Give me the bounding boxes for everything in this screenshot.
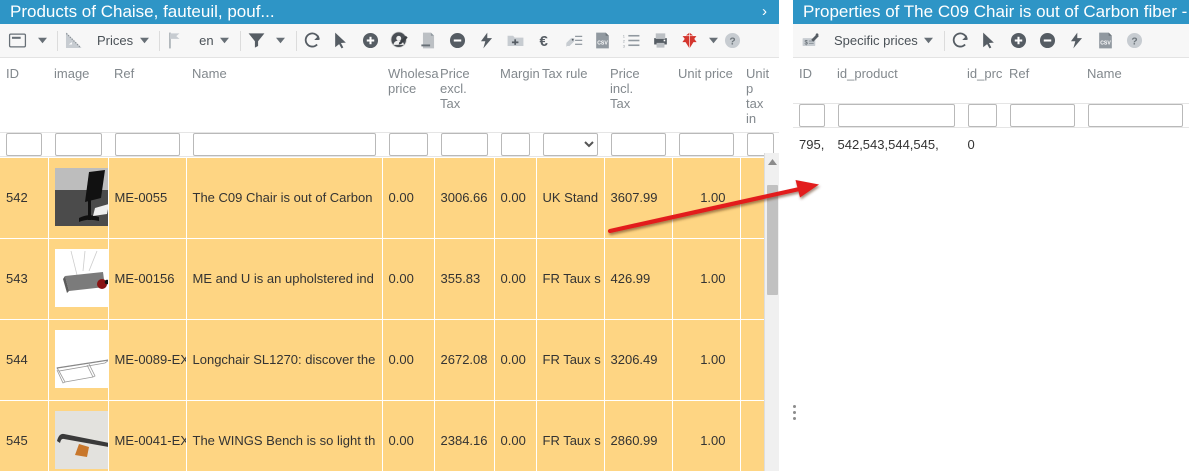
svg-text:3: 3: [622, 44, 625, 49]
svg-text:?: ?: [1131, 36, 1137, 47]
svg-text:?: ?: [729, 36, 735, 47]
svg-text:2: 2: [622, 38, 624, 43]
svg-text:€: €: [539, 33, 548, 50]
svg-text:1: 1: [622, 33, 624, 38]
svg-text:CSV: CSV: [597, 40, 608, 46]
svg-text:CSV: CSV: [1100, 40, 1111, 46]
